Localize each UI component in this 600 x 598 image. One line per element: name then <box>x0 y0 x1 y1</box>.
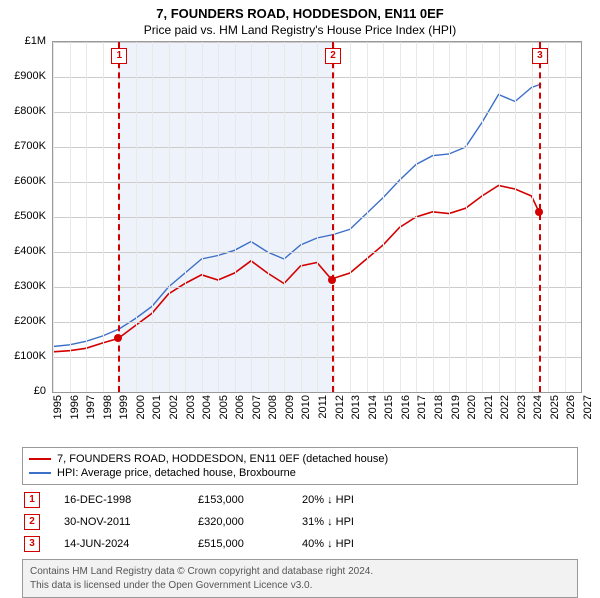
y-tick-label: £500K <box>14 210 46 222</box>
x-tick-label: 2012 <box>334 395 346 419</box>
x-tick-label: 2014 <box>367 395 379 419</box>
marker-line <box>332 42 334 392</box>
x-tick-label: 2000 <box>135 395 147 419</box>
legend-label: HPI: Average price, detached house, Brox… <box>57 467 296 479</box>
y-tick-label: £1M <box>25 35 46 47</box>
transaction-delta: 40% ↓ HPI <box>302 538 354 550</box>
x-tick-label: 2013 <box>350 395 362 419</box>
transaction-delta: 20% ↓ HPI <box>302 494 354 506</box>
transaction-price: £153,000 <box>198 494 278 506</box>
y-tick-label: £200K <box>14 315 46 327</box>
transaction-date: 30-NOV-2011 <box>64 516 174 528</box>
x-tick-label: 2023 <box>516 395 528 419</box>
x-tick-label: 1996 <box>69 395 81 419</box>
x-tick-label: 2010 <box>300 395 312 419</box>
marker-point <box>535 208 543 216</box>
x-tick-label: 2024 <box>532 395 544 419</box>
transaction-row: 1 16-DEC-1998 £153,000 20% ↓ HPI <box>22 489 578 511</box>
legend-swatch <box>29 472 51 474</box>
x-tick-label: 2020 <box>466 395 478 419</box>
plot-area: 1 2 3 <box>52 41 582 393</box>
marker-point <box>114 334 122 342</box>
marker-badge: 1 <box>111 48 127 64</box>
legend-item: 7, FOUNDERS ROAD, HODDESDON, EN11 0EF (d… <box>29 452 571 466</box>
x-tick-label: 2005 <box>218 395 230 419</box>
footer-line-1: Contains HM Land Registry data © Crown c… <box>30 565 570 579</box>
y-tick-label: £900K <box>14 70 46 82</box>
x-tick-label: 2027 <box>582 395 594 419</box>
x-tick-label: 2002 <box>168 395 180 419</box>
legend: 7, FOUNDERS ROAD, HODDESDON, EN11 0EF (d… <box>22 447 578 485</box>
chart-container: 7, FOUNDERS ROAD, HODDESDON, EN11 0EF Pr… <box>0 0 600 590</box>
transaction-date: 16-DEC-1998 <box>64 494 174 506</box>
y-tick-label: £700K <box>14 140 46 152</box>
x-tick-label: 1999 <box>118 395 130 419</box>
x-tick-label: 2025 <box>549 395 561 419</box>
x-tick-label: 2019 <box>450 395 462 419</box>
x-tick-label: 2022 <box>499 395 511 419</box>
y-tick-label: £600K <box>14 175 46 187</box>
x-tick-label: 2007 <box>251 395 263 419</box>
x-tick-label: 2001 <box>151 395 163 419</box>
marker-badge: 2 <box>325 48 341 64</box>
y-tick-label: £400K <box>14 245 46 257</box>
transaction-row: 2 30-NOV-2011 £320,000 31% ↓ HPI <box>22 511 578 533</box>
y-tick-label: £100K <box>14 350 46 362</box>
marker-line <box>539 42 541 392</box>
x-tick-label: 2026 <box>565 395 577 419</box>
transaction-badge: 1 <box>24 492 40 508</box>
x-tick-label: 2006 <box>234 395 246 419</box>
transaction-delta: 31% ↓ HPI <box>302 516 354 528</box>
x-tick-label: 2018 <box>433 395 445 419</box>
legend-label: 7, FOUNDERS ROAD, HODDESDON, EN11 0EF (d… <box>57 453 388 465</box>
marker-badge: 3 <box>532 48 548 64</box>
x-tick-label: 2011 <box>317 395 329 419</box>
attribution-footer: Contains HM Land Registry data © Crown c… <box>22 559 578 598</box>
legend-item: HPI: Average price, detached house, Brox… <box>29 466 571 480</box>
x-tick-label: 1998 <box>102 395 114 419</box>
y-axis: £0£100K£200K£300K£400K£500K£600K£700K£80… <box>0 41 50 391</box>
series-line <box>53 84 541 347</box>
transaction-price: £320,000 <box>198 516 278 528</box>
x-tick-label: 2021 <box>483 395 495 419</box>
transactions-table: 1 16-DEC-1998 £153,000 20% ↓ HPI 2 30-NOV-201… <box>22 489 578 555</box>
x-tick-label: 1997 <box>85 395 97 419</box>
x-tick-label: 2015 <box>383 395 395 419</box>
transaction-badge: 3 <box>24 536 40 552</box>
x-tick-label: 1995 <box>52 395 64 419</box>
x-tick-label: 2008 <box>267 395 279 419</box>
marker-point <box>328 276 336 284</box>
chart-title: 7, FOUNDERS ROAD, HODDESDON, EN11 0EF <box>0 0 600 21</box>
y-tick-label: £300K <box>14 280 46 292</box>
x-tick-label: 2003 <box>185 395 197 419</box>
transaction-date: 14-JUN-2024 <box>64 538 174 550</box>
x-tick-label: 2004 <box>201 395 213 419</box>
x-tick-label: 2017 <box>416 395 428 419</box>
x-tick-label: 2009 <box>284 395 296 419</box>
chart-subtitle: Price paid vs. HM Land Registry's House … <box>0 21 600 41</box>
y-tick-label: £0 <box>34 385 46 397</box>
transaction-row: 3 14-JUN-2024 £515,000 40% ↓ HPI <box>22 533 578 555</box>
x-axis: 1995 1996 1997 1998 1999 2000 2001 2002 2003 2004… <box>52 393 582 441</box>
transaction-price: £515,000 <box>198 538 278 550</box>
x-tick-label: 2016 <box>400 395 412 419</box>
legend-swatch <box>29 458 51 460</box>
y-tick-label: £800K <box>14 105 46 117</box>
transaction-badge: 2 <box>24 514 40 530</box>
